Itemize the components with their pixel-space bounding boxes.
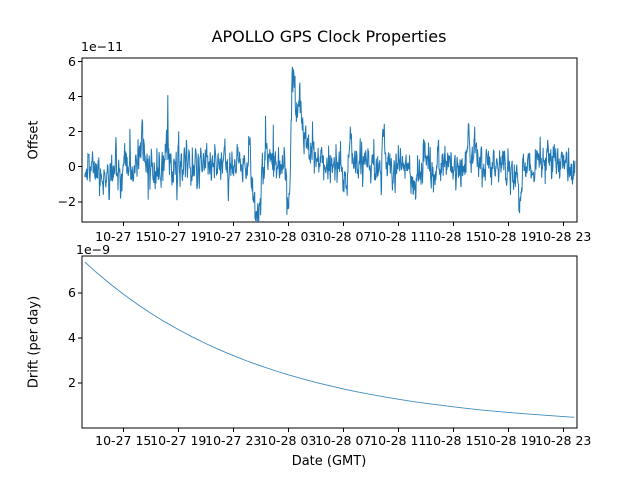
bottom-y-tick-label: 6	[68, 285, 76, 301]
x-axis-label: Date (GMT)	[291, 454, 367, 469]
drift-series-line	[84, 261, 575, 418]
top-axes-frame	[81, 57, 578, 223]
top-axis-offset-exponent: 1e−11	[81, 39, 124, 54]
top-x-tick-label: 10-27 23	[205, 229, 262, 244]
top-y-tick-label: 6	[68, 53, 76, 69]
bottom-x-tick-label: 10-28 15	[425, 433, 482, 448]
bottom-axes-frame	[81, 255, 578, 429]
offset-series-line	[84, 66, 576, 222]
top-y-tick-label: 0	[68, 158, 76, 174]
top-x-tick-label: 10-27 19	[150, 229, 207, 244]
top-x-tick-label: 10-28 15	[425, 229, 482, 244]
top-y-tick-label: 2	[68, 123, 76, 139]
bottom-x-tick-label: 10-27 23	[205, 433, 262, 448]
top-x-tick-label: 10-27 15	[95, 229, 152, 244]
bottom-x-tick-label: 10-28 11	[370, 433, 427, 448]
top-x-tick-label: 10-28 07	[315, 229, 372, 244]
top-axes-ticks	[78, 61, 564, 226]
bottom-axis-offset-exponent: 1e−9	[76, 242, 111, 257]
top-x-tick-label: 10-28 11	[370, 229, 427, 244]
top-x-tick-label: 10-28 19	[480, 229, 537, 244]
top-x-tick-label: 10-28 23	[535, 229, 592, 244]
top-y-tick-label: −2	[57, 193, 76, 209]
bottom-axes-ticks	[78, 292, 564, 432]
top-x-tick-label: 10-28 03	[260, 229, 317, 244]
plot-title: APOLLO GPS Clock Properties	[211, 27, 447, 46]
bottom-x-tick-label: 10-28 07	[315, 433, 372, 448]
bottom-x-tick-label: 10-27 15	[95, 433, 152, 448]
top-y-tick-label: 4	[68, 88, 76, 104]
bottom-y-tick-label: 2	[68, 375, 76, 391]
bottom-x-tick-label: 10-28 03	[260, 433, 317, 448]
bottom-x-tick-label: 10-28 23	[535, 433, 592, 448]
bottom-x-tick-label: 10-27 19	[150, 433, 207, 448]
bottom-y-tick-label: 4	[68, 330, 76, 346]
bottom-x-tick-label: 10-28 19	[480, 433, 537, 448]
